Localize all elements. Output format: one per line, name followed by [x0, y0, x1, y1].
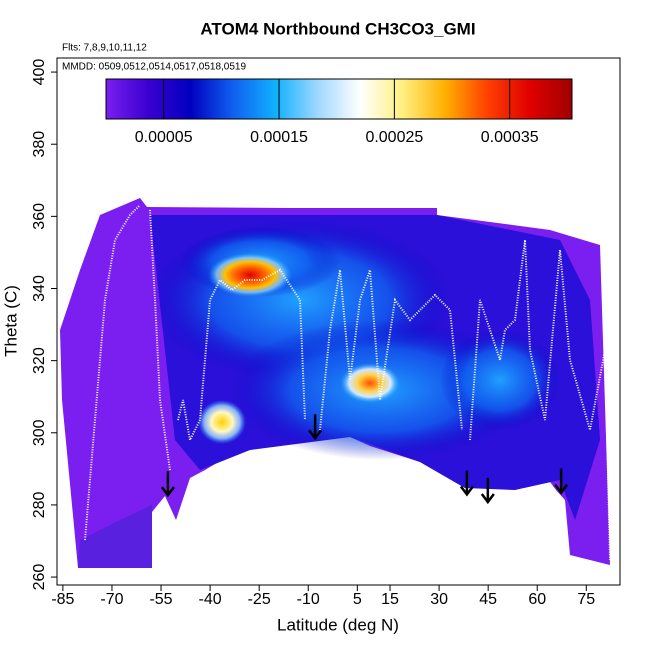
arrow	[459, 470, 474, 497]
x-tick-label: 45	[479, 591, 497, 608]
x-tick-label: -40	[199, 591, 222, 608]
annotation: Flts: 7,8,9,10,11,12	[62, 43, 147, 54]
x-tick-label: -85	[51, 591, 74, 608]
arrow	[480, 478, 495, 505]
colorbar-tick-label: 0.00035	[481, 129, 539, 146]
x-tick-label: 30	[430, 591, 448, 608]
x-tick-label: -55	[149, 591, 172, 608]
chart-title: ATOM4 Northbound CH3CO3_GMI	[200, 19, 475, 38]
x-axis-label: Latitude (deg N)	[277, 615, 399, 634]
x-tick-label: 5	[353, 591, 362, 608]
y-tick-label: 260	[31, 564, 48, 591]
arrow	[308, 414, 323, 441]
x-tick-label: 15	[381, 591, 399, 608]
y-tick-label: 360	[31, 203, 48, 230]
x-tick-label: -70	[100, 591, 123, 608]
heatmap-field	[60, 198, 611, 570]
y-tick-label: 300	[31, 419, 48, 446]
annotation: MMDD: 0509,0512,0514,0517,0518,0519	[62, 62, 246, 73]
y-tick-label: 340	[31, 275, 48, 302]
arrow	[160, 471, 175, 498]
x-tick-label: -25	[248, 591, 271, 608]
y-tick-label: 400	[31, 59, 48, 86]
y-tick-label: 380	[31, 131, 48, 158]
x-tick-label: -10	[297, 591, 320, 608]
colorbar-tick-label: 0.00015	[250, 129, 308, 146]
y-axis-label: Theta (C)	[1, 285, 20, 357]
colorbar-tick-label: 0.00025	[365, 129, 423, 146]
colorbar-tick-label: 0.00005	[135, 129, 193, 146]
x-tick-label: 60	[528, 591, 546, 608]
plot-frame	[56, 57, 621, 586]
x-tick-label: 75	[577, 591, 595, 608]
arrow	[554, 468, 569, 495]
y-tick-label: 320	[31, 347, 48, 374]
colorbar	[105, 78, 573, 120]
y-tick-label: 280	[31, 491, 48, 518]
